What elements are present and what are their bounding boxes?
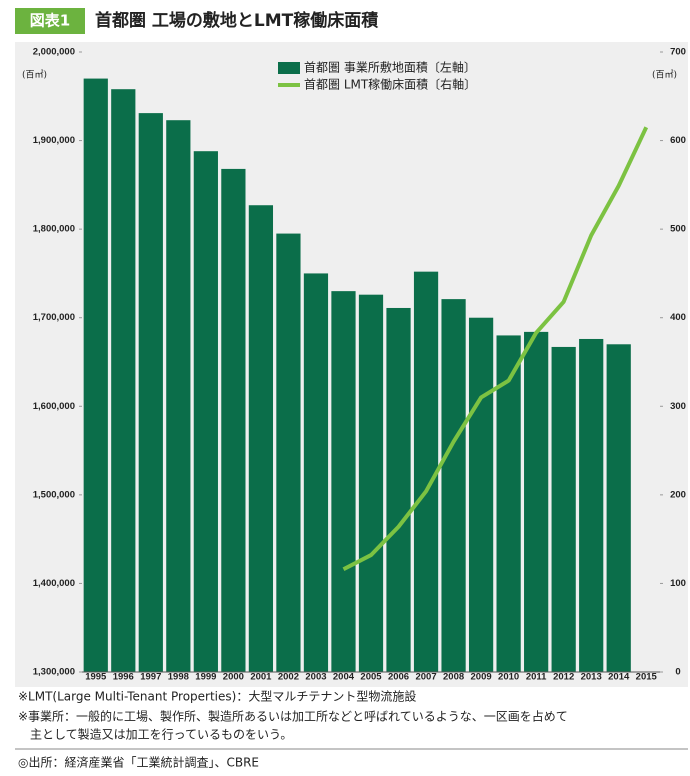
bar (111, 89, 136, 672)
y-unit: (百㎡) (22, 70, 47, 81)
y-tick-label: 1,600,000 (33, 401, 75, 412)
bar (358, 294, 384, 672)
bar (551, 346, 576, 672)
x-tick-label: 2015 (636, 672, 658, 683)
source: ◎出所：経済産業省「工業統計調査」、CBRE (18, 755, 259, 770)
bar (496, 335, 521, 672)
y-tick-label: 2,000,000 (33, 47, 75, 58)
y-tick-label: 1,500,000 (33, 489, 75, 500)
bar (331, 291, 356, 672)
badge: 図表1 (30, 12, 70, 30)
note: ※LMT(Large Multi-Tenant Properties)：大型マル… (18, 689, 416, 704)
bar (166, 120, 191, 672)
x-tick-label: 2002 (278, 672, 299, 683)
y2-unit: (百㎡) (652, 70, 677, 81)
y2-tick-label: 200 (670, 489, 686, 500)
bar (276, 233, 301, 673)
y2-tick-label: 300 (670, 401, 686, 412)
bar (468, 317, 494, 672)
x-tick-label: 1995 (85, 672, 107, 683)
bar (606, 344, 631, 672)
y2-tick-label: 400 (670, 312, 686, 323)
legend-label: 首都圏 LMT稼働床面積〔右軸〕 (304, 77, 476, 92)
bar (83, 78, 108, 673)
bar (413, 271, 439, 672)
y-tick-label: 1,900,000 (33, 135, 75, 146)
x-tick-label: 2014 (608, 672, 630, 683)
bar (441, 299, 466, 672)
x-tick-label: 2006 (388, 672, 409, 683)
bar (579, 338, 604, 672)
bar (221, 168, 246, 672)
y2-tick-label: 700 (670, 47, 686, 58)
legend-label: 首都圏 事業所敷地面積〔左軸〕 (304, 60, 476, 75)
x-tick-label: 2013 (581, 672, 602, 683)
y-tick-label: 1,300,000 (33, 667, 75, 678)
bar (386, 307, 411, 672)
bar (303, 273, 329, 672)
y2-tick-label: 600 (670, 135, 686, 146)
x-tick-label: 1998 (168, 672, 189, 683)
bar (193, 151, 218, 672)
legend-swatch (278, 62, 300, 74)
x-tick-label: 2007 (415, 672, 436, 683)
x-tick-label: 2003 (305, 672, 326, 683)
y-tick-label: 1,800,000 (33, 224, 75, 235)
x-tick-label: 2012 (553, 672, 574, 683)
note: 主として製造又は加工を行っているものをいう。 (30, 728, 292, 742)
y-tick-label: 1,400,000 (33, 578, 75, 589)
x-tick-label: 2011 (526, 672, 547, 683)
y2-tick-label: 100 (670, 578, 686, 589)
x-tick-label: 2010 (498, 672, 519, 683)
y-tick-label: 1,700,000 (33, 312, 75, 323)
y2-tick-label: 500 (670, 224, 686, 235)
title: 首都圏 工場の敷地とLMT稼働床面積 (95, 10, 379, 31)
bar (524, 331, 549, 672)
y2-tick-label: 0 (675, 667, 680, 678)
note: ※事業所：一般的に工場、製作所、製造所あるいは加工所などと呼ばれているような、一… (18, 709, 568, 724)
bar (138, 113, 163, 673)
x-tick-label: 1999 (195, 672, 216, 683)
x-tick-label: 1996 (113, 672, 134, 683)
x-tick-label: 2000 (223, 672, 244, 683)
x-tick-label: 2005 (360, 672, 382, 683)
x-tick-label: 2009 (471, 672, 492, 683)
x-tick-label: 2001 (250, 672, 272, 683)
line (342, 126, 649, 572)
x-tick-label: 2008 (443, 672, 464, 683)
badge-bg (15, 8, 85, 34)
x-tick-label: 2004 (333, 672, 355, 683)
x-tick-label: 1997 (140, 672, 161, 683)
bar (248, 205, 274, 672)
